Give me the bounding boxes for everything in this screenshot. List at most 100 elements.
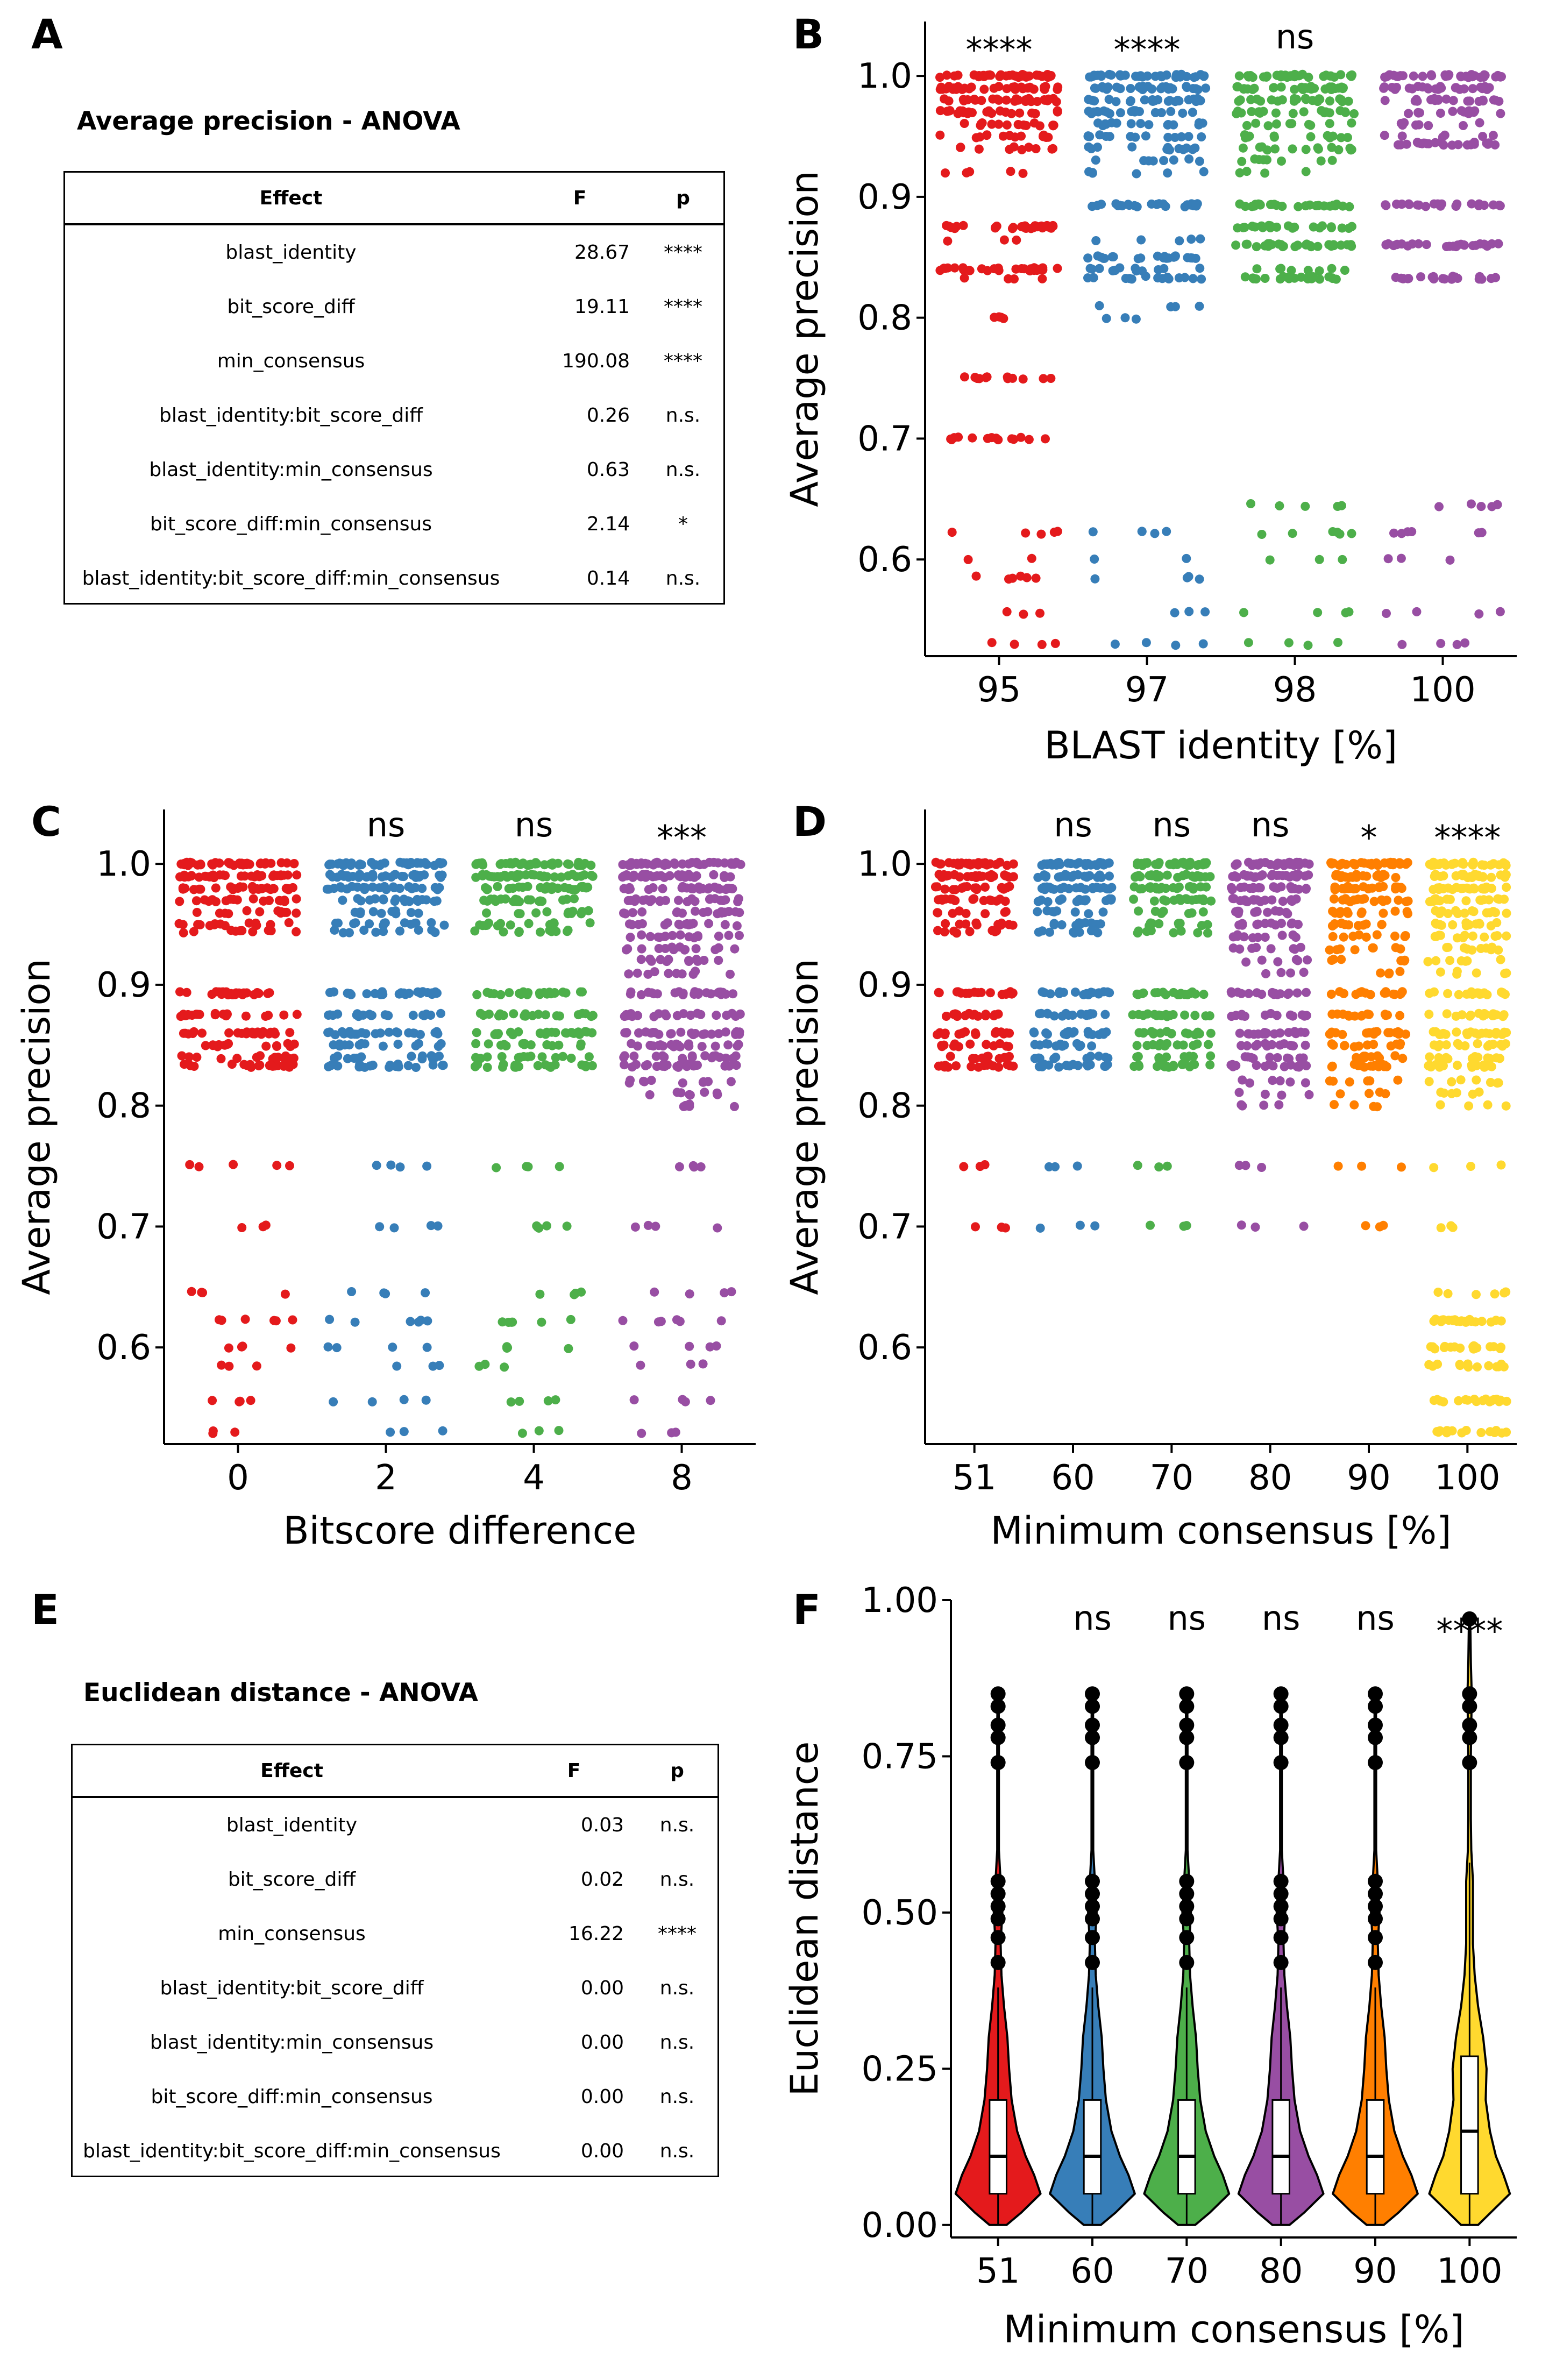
outlier-point [990,1873,1006,1889]
data-point [204,897,214,906]
data-point [1478,132,1488,141]
data-point [1019,70,1028,80]
data-point [1049,94,1058,103]
data-point [1347,70,1357,80]
data-point [1166,302,1176,311]
data-point [1270,144,1280,154]
table-cell-effect: bit_score_diff:min_consensus [151,2086,433,2108]
data-point [1005,145,1014,154]
data-point [1238,143,1248,153]
outlier-point [1462,1686,1477,1702]
data-point [1382,609,1391,618]
data-point [1429,199,1439,209]
data-point [1474,274,1484,284]
data-point [1242,120,1252,130]
data-point [1001,95,1011,105]
data-point [1445,555,1455,565]
x-tick-label: 51 [976,2251,1020,2291]
table-cell-f: 28.67 [574,241,630,264]
outlier-point [1273,1955,1289,1970]
data-point [1100,253,1109,263]
panel-label-c: C [31,798,61,846]
data-point [232,895,242,905]
x-tick-label: 70 [1165,2251,1209,2291]
data-point [1110,640,1120,649]
data-point [1436,638,1446,648]
data-point [1165,96,1175,105]
outlier-point [990,1930,1006,1945]
data-point [1136,119,1146,129]
data-point [1487,502,1497,511]
data-point [950,263,960,273]
panel-label-d: D [793,798,827,846]
data-point [1333,502,1342,511]
data-point [1487,239,1497,248]
data-point [1090,83,1099,93]
outlier-point [1273,1686,1289,1702]
significance-label: ns [1276,17,1314,56]
data-point [1494,96,1504,106]
data-point [1132,169,1141,179]
x-axis-title: BLAST identity [%] [1044,723,1397,768]
data-point [1450,272,1460,282]
data-point [1301,94,1310,103]
data-point [987,638,997,648]
table-cell-p: **** [664,241,702,264]
data-point [1262,155,1271,165]
outlier-point [1368,1717,1383,1733]
data-point [1467,70,1476,80]
data-point [1199,167,1209,176]
data-point [208,860,217,870]
data-point [1095,130,1105,140]
data-point [1046,374,1056,383]
data-point [1039,130,1048,140]
data-point [971,133,981,143]
data-point [1452,640,1462,649]
data-point [1493,70,1503,80]
data-point [1328,131,1338,141]
data-point [1314,266,1324,276]
data-point [1311,201,1321,210]
data-point [1174,72,1184,81]
data-point [1029,118,1039,128]
data-point [1332,200,1341,209]
data-point [1380,131,1389,140]
y-tick-label: 0.9 [857,177,912,217]
data-point [1252,242,1261,252]
data-point [1126,84,1135,93]
data-point [1242,167,1252,176]
outlier-point [1273,1717,1289,1733]
outlier-point [1179,1955,1195,1970]
data-point [1019,223,1029,232]
data-point [1381,201,1391,210]
box [1460,2055,1479,2195]
outlier-point [1368,1930,1383,1945]
data-point [1414,200,1424,210]
data-point [1129,201,1139,210]
data-point [1019,120,1028,130]
data-point [1252,264,1262,274]
data-point [1131,72,1140,81]
table-a-header-effect: Effect [65,173,517,225]
data-point [1050,638,1060,648]
outlier-point [1368,1955,1383,1970]
data-point [1389,528,1398,538]
data-point [1002,84,1012,94]
table-e-title: Euclidean distance - ANOVA [83,1678,479,1708]
outlier-point [1179,1717,1195,1733]
data-point [1165,145,1175,155]
data-point [1251,118,1261,128]
data-point [1097,200,1106,209]
data-point [1136,235,1146,245]
data-point [1448,96,1458,105]
data-point [1301,201,1310,211]
data-point [935,106,945,116]
data-point [1235,199,1245,209]
data-point [1247,202,1257,211]
data-point [982,130,992,140]
data-point [1315,223,1325,233]
data-point [1133,254,1143,264]
data-point [1131,314,1141,324]
data-point [196,859,205,869]
